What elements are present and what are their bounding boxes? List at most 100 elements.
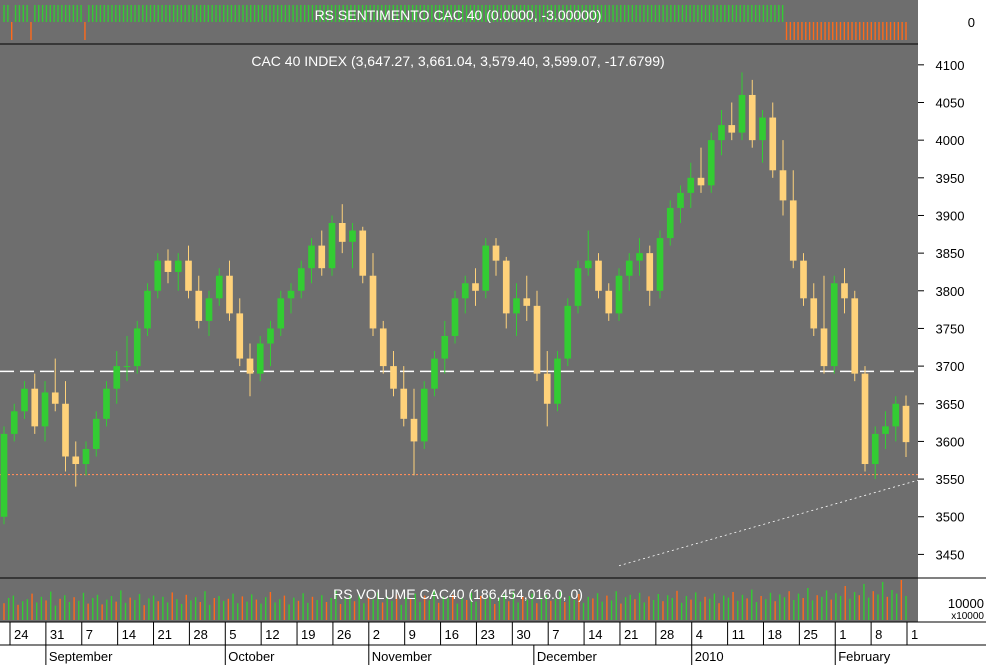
day-tick-label-11: 9: [409, 627, 416, 642]
candle-body-23: [236, 313, 244, 359]
day-tick-label-0: 24: [14, 627, 28, 642]
candle-body-79: [810, 298, 818, 329]
candle-body-80: [820, 328, 828, 367]
price-candles: [0, 72, 986, 567]
volume-tick-unit: x10000: [951, 611, 984, 622]
candle-body-26: [267, 328, 274, 344]
candle-body-85: [871, 433, 879, 465]
candle-body-59: [605, 290, 613, 314]
candle-body-37: [379, 328, 387, 367]
day-tick-label-8: 19: [301, 627, 315, 642]
volume-tick: 10000: [948, 596, 984, 611]
candle-body-33: [338, 223, 346, 242]
candle-body-71: [728, 125, 736, 133]
candle-body-25: [256, 343, 264, 374]
price-title: CAC 40 INDEX (3,647.27, 3,661.04, 3,579.…: [251, 53, 664, 69]
price-tick-label-7: 3800: [936, 284, 965, 299]
volume-title: RS VOLUME CAC40 (186,454,016.0, 0): [333, 586, 583, 602]
candle-body-46: [472, 283, 479, 291]
x-axis-ticks: 24 31 7 14 21 28 5 12 19 26 2 9 16 23 30 7 14 21 28 4 11 18 25…: [9, 622, 918, 665]
candle-body-7: [72, 456, 80, 465]
candle-body-29: [297, 268, 305, 291]
candle-body-74: [759, 117, 766, 141]
candle-body-18: [185, 260, 192, 291]
candle-body-63: [646, 253, 654, 291]
price-tick-label-11: 4000: [936, 133, 965, 148]
candle-body-38: [390, 366, 397, 389]
price-tick-label-5: 3700: [936, 359, 965, 374]
price-tick-label-3: 3600: [936, 434, 965, 449]
candle-body-3: [31, 388, 39, 427]
candle-body-84: [861, 373, 869, 465]
candle-body-22: [226, 275, 233, 314]
candle-body-72: [738, 94, 746, 133]
candle-body-88: [902, 405, 910, 443]
candle-body-42: [431, 358, 438, 389]
candle-body-67: [687, 177, 695, 193]
candle-body-61: [625, 260, 633, 276]
candle-body-36: [369, 275, 377, 329]
day-tick-label-25: 1: [911, 627, 918, 642]
candle-body-27: [277, 298, 285, 329]
candle-body-41: [420, 388, 428, 442]
day-tick-label-4: 21: [158, 627, 172, 642]
sentiment-title: RS SENTIMENTO CAC 40 (0.0000, -3.00000): [315, 7, 602, 23]
day-tick-label-5: 28: [193, 627, 207, 642]
month-label-3: December: [537, 649, 598, 664]
candle-body-66: [677, 192, 684, 208]
day-tick-label-13: 23: [480, 627, 494, 642]
candle-body-13: [133, 328, 141, 367]
candle-body-21: [215, 275, 223, 299]
volume-bars: [3, 580, 907, 620]
candle-body-6: [62, 403, 69, 457]
day-tick-label-16: 14: [588, 627, 602, 642]
day-tick-label-20: 11: [732, 627, 746, 642]
day-tick-label-1: 31: [50, 627, 64, 642]
candle-body-81: [830, 283, 838, 367]
candle-body-55: [564, 305, 572, 359]
candle-body-43: [441, 335, 449, 359]
day-tick-label-2: 7: [86, 627, 93, 642]
candle-body-47: [482, 245, 490, 291]
candle-body-31: [318, 245, 326, 269]
day-tick-label-22: 25: [803, 627, 817, 642]
candle-body-69: [707, 140, 715, 186]
candle-body-10: [103, 388, 110, 419]
candle-body-17: [174, 260, 182, 272]
candle-body-35: [359, 230, 367, 276]
price-y-ticks: 3450 3500 3550 3600 3650 3700 3750 3800 3850 3900…: [918, 58, 965, 562]
candle-body-1: [10, 411, 18, 434]
candle-body-76: [779, 170, 787, 201]
x-axis-panel: [0, 622, 986, 665]
candle-body-48: [492, 245, 500, 261]
candle-body-16: [164, 260, 172, 272]
candle-body-8: [82, 448, 90, 465]
candle-body-57: [584, 260, 592, 269]
candle-body-64: [656, 238, 664, 291]
day-tick-label-15: 7: [552, 627, 559, 642]
candle-body-58: [595, 260, 602, 291]
candle-body-19: [195, 290, 203, 321]
candle-body-68: [697, 177, 705, 186]
day-tick-label-6: 5: [229, 627, 236, 642]
candle-body-30: [308, 245, 315, 269]
month-label-0: September: [49, 649, 113, 664]
candle-body-60: [615, 275, 623, 314]
candle-body-73: [748, 94, 756, 141]
candle-body-83: [851, 298, 859, 374]
price-tick-label-13: 4100: [936, 58, 965, 73]
candle-body-5: [51, 392, 59, 404]
day-tick-label-23: 1: [839, 627, 846, 642]
price-tick-label-2: 3550: [936, 472, 965, 487]
day-tick-label-10: 2: [373, 627, 380, 642]
day-tick-label-12: 16: [445, 627, 459, 642]
candle-body-32: [328, 223, 336, 269]
candle-body-53: [543, 373, 551, 404]
candle-body-62: [636, 253, 643, 261]
candle-body-87: [892, 403, 900, 427]
y-axis-panel: [918, 0, 986, 622]
candle-body-70: [718, 125, 725, 141]
price-tick-label-0: 3450: [936, 547, 965, 562]
